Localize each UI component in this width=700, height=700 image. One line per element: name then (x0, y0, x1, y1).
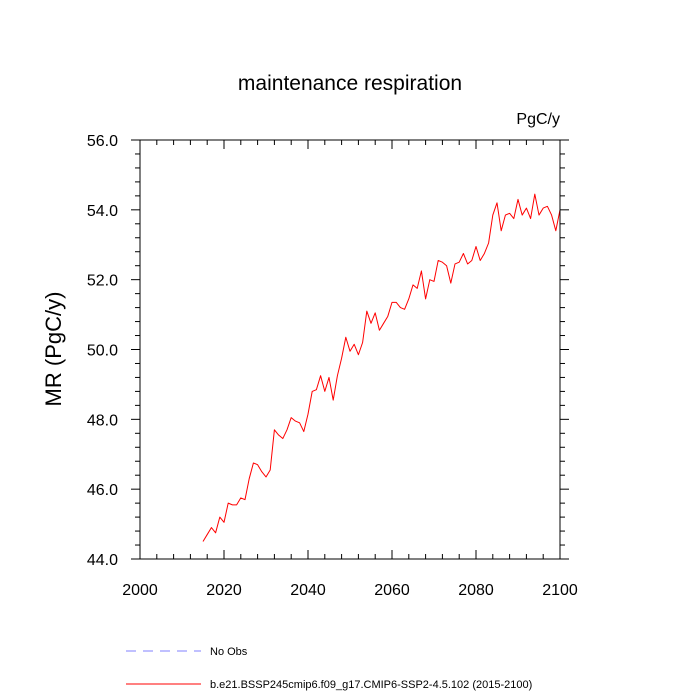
x-tick-label: 2000 (122, 582, 158, 599)
x-tick-label: 2020 (206, 582, 242, 599)
chart-title: maintenance respiration (238, 72, 462, 95)
x-tick-label: 2080 (458, 582, 494, 599)
legend-label-no-obs: No Obs (210, 646, 248, 658)
y-tick-label: 56.0 (87, 133, 118, 150)
axis-ticks (131, 139, 569, 560)
y-tick-label: 48.0 (87, 412, 118, 429)
x-tick-label: 2060 (374, 582, 410, 599)
y-tick-label: 50.0 (87, 343, 118, 360)
y-axis-label: MR (PgC/y) (41, 292, 66, 407)
y-tick-labels: 44.0 46.0 48.0 50.0 52.0 54.0 56.0 (87, 133, 118, 569)
x-tick-labels: 2000 2020 2040 2060 2080 2100 (122, 582, 578, 599)
units-label: PgC/y (516, 111, 560, 128)
x-tick-label: 2100 (542, 582, 578, 599)
plot-frame (139, 139, 561, 560)
x-tick-label: 2040 (290, 582, 326, 599)
legend-label-model: b.e21.BSSP245cmip6.f09_g17.CMIP6-SSP2-4.… (210, 679, 532, 691)
y-tick-label: 46.0 (87, 482, 118, 499)
y-tick-label: 52.0 (87, 273, 118, 290)
series-line (202, 193, 561, 542)
legend: No Obs b.e21.BSSP245cmip6.f09_g17.CMIP6-… (126, 646, 532, 691)
y-tick-label: 54.0 (87, 203, 118, 220)
series-layer (202, 193, 561, 542)
y-tick-label: 44.0 (87, 552, 118, 569)
